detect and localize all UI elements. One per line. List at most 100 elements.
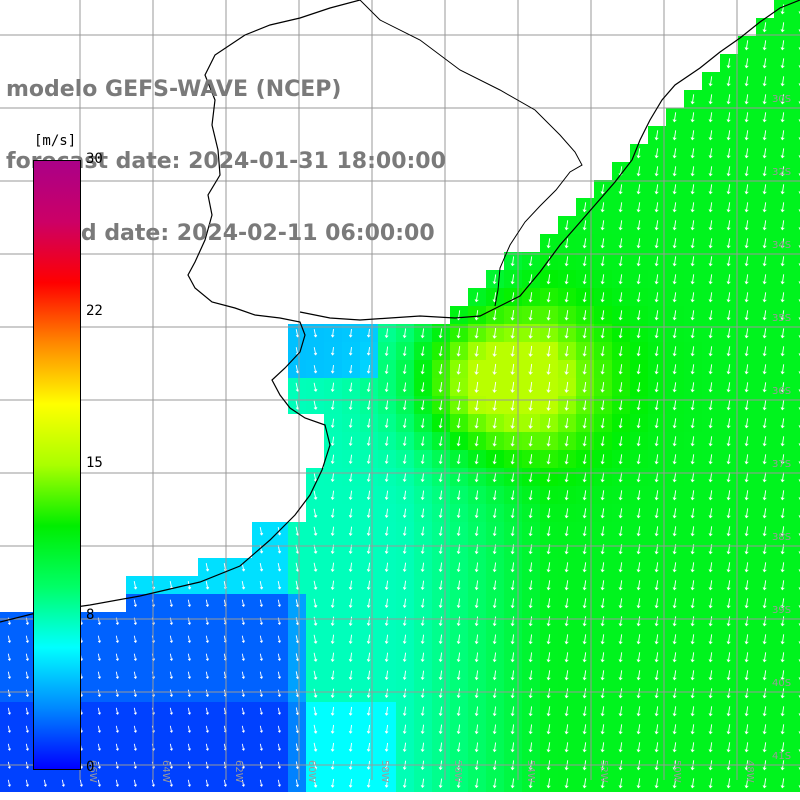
wind-arrow <box>780 742 785 753</box>
wind-arrow <box>798 767 800 771</box>
wind-arrow <box>492 706 497 717</box>
wind-arrow <box>780 364 785 375</box>
wind-arrow <box>7 743 11 751</box>
wind-arrow <box>618 634 623 645</box>
wind-arrow <box>474 562 479 573</box>
wind-arrow <box>798 191 800 195</box>
wind-arrows <box>7 4 800 789</box>
wind-arrow <box>708 454 713 465</box>
wind-arrow <box>510 256 515 267</box>
wind-arrow <box>672 382 677 393</box>
wind-arrow <box>187 671 191 679</box>
wind-arrow <box>546 580 551 591</box>
wind-arrow <box>564 580 569 591</box>
wind-arrow <box>546 327 551 339</box>
wind-arrow <box>438 778 443 789</box>
wind-arrow <box>295 671 300 680</box>
wind-arrow <box>97 635 101 643</box>
wind-arrow <box>420 778 425 789</box>
wind-arrow <box>402 346 407 357</box>
lat-lon-grid <box>0 0 800 780</box>
wind-arrow <box>474 580 479 591</box>
wind-arrow <box>762 670 767 681</box>
wind-arrow <box>780 778 785 789</box>
wind-arrow <box>582 652 587 663</box>
wind-arrow <box>259 671 263 679</box>
longitude-label: 52W <box>598 760 609 783</box>
wind-arrow <box>277 779 281 787</box>
wind-arrow <box>582 562 587 573</box>
wind-arrow <box>25 635 29 643</box>
wind-arrow <box>169 689 173 697</box>
wind-arrow <box>366 382 371 393</box>
wind-arrow <box>690 472 695 483</box>
wind-arrow <box>618 706 623 717</box>
wind-arrow <box>402 742 407 753</box>
wind-arrow <box>259 599 263 607</box>
wind-arrow <box>780 634 785 645</box>
wind-arrow <box>277 653 281 661</box>
title-model: modelo GEFS-WAVE (NCEP) <box>6 77 342 102</box>
wind-arrow <box>420 364 425 375</box>
wind-arrow <box>636 400 641 411</box>
wind-arrow <box>726 310 731 321</box>
wind-arrow <box>744 526 749 537</box>
wind-speed-cell <box>792 666 800 684</box>
wind-arrow <box>798 263 800 267</box>
wind-speed-cell <box>792 324 800 342</box>
wind-arrow <box>798 209 800 213</box>
wind-arrow <box>564 688 569 699</box>
wind-arrow <box>330 382 335 393</box>
wind-arrow <box>600 508 605 519</box>
wind-speed-cell <box>792 738 800 756</box>
wind-arrow <box>420 580 425 591</box>
wind-arrow <box>277 581 282 590</box>
wind-speed-cell <box>792 558 800 576</box>
wind-arrow <box>97 689 101 697</box>
wind-arrow <box>798 497 800 501</box>
wind-speed-cell <box>792 90 800 108</box>
wind-arrow <box>654 778 659 789</box>
wind-arrow <box>798 785 800 789</box>
wind-arrow <box>762 400 767 411</box>
wind-arrow <box>780 22 785 33</box>
wind-arrow <box>690 724 695 735</box>
wind-arrow <box>25 671 29 679</box>
wind-arrow <box>546 238 551 249</box>
wind-arrow <box>618 742 623 753</box>
wind-arrow <box>780 490 785 501</box>
wind-arrow <box>205 581 210 590</box>
wind-arrow <box>618 238 623 249</box>
wind-arrow <box>115 671 119 679</box>
wind-arrow <box>313 706 318 716</box>
wind-arrow <box>456 652 461 663</box>
wind-arrow <box>780 652 785 663</box>
wind-arrow <box>456 472 461 483</box>
wind-arrow <box>492 381 497 393</box>
wind-arrow <box>169 707 173 715</box>
wind-arrow <box>654 580 659 591</box>
wind-arrow <box>187 779 191 787</box>
wind-arrow <box>402 472 407 483</box>
wind-arrow <box>582 381 587 393</box>
wind-arrow <box>205 671 209 679</box>
wind-arrow <box>690 364 695 375</box>
wind-arrow <box>330 670 335 681</box>
wind-arrow <box>366 724 371 734</box>
wind-arrow <box>654 364 659 375</box>
wind-arrow <box>241 743 245 751</box>
wind-arrow <box>330 526 335 537</box>
wind-arrow <box>618 508 623 519</box>
wind-arrow <box>780 454 785 465</box>
wind-arrow <box>420 598 425 609</box>
wind-arrow <box>7 671 11 679</box>
wind-speed-cell <box>792 648 800 666</box>
wind-arrow <box>241 689 245 697</box>
wind-arrow <box>708 220 713 231</box>
wind-arrow <box>672 598 677 609</box>
wind-arrow <box>438 436 443 447</box>
longitude-label: 50W <box>671 760 682 783</box>
wind-arrow <box>546 345 551 357</box>
wind-arrow <box>313 670 318 680</box>
wind-arrow <box>600 238 605 249</box>
